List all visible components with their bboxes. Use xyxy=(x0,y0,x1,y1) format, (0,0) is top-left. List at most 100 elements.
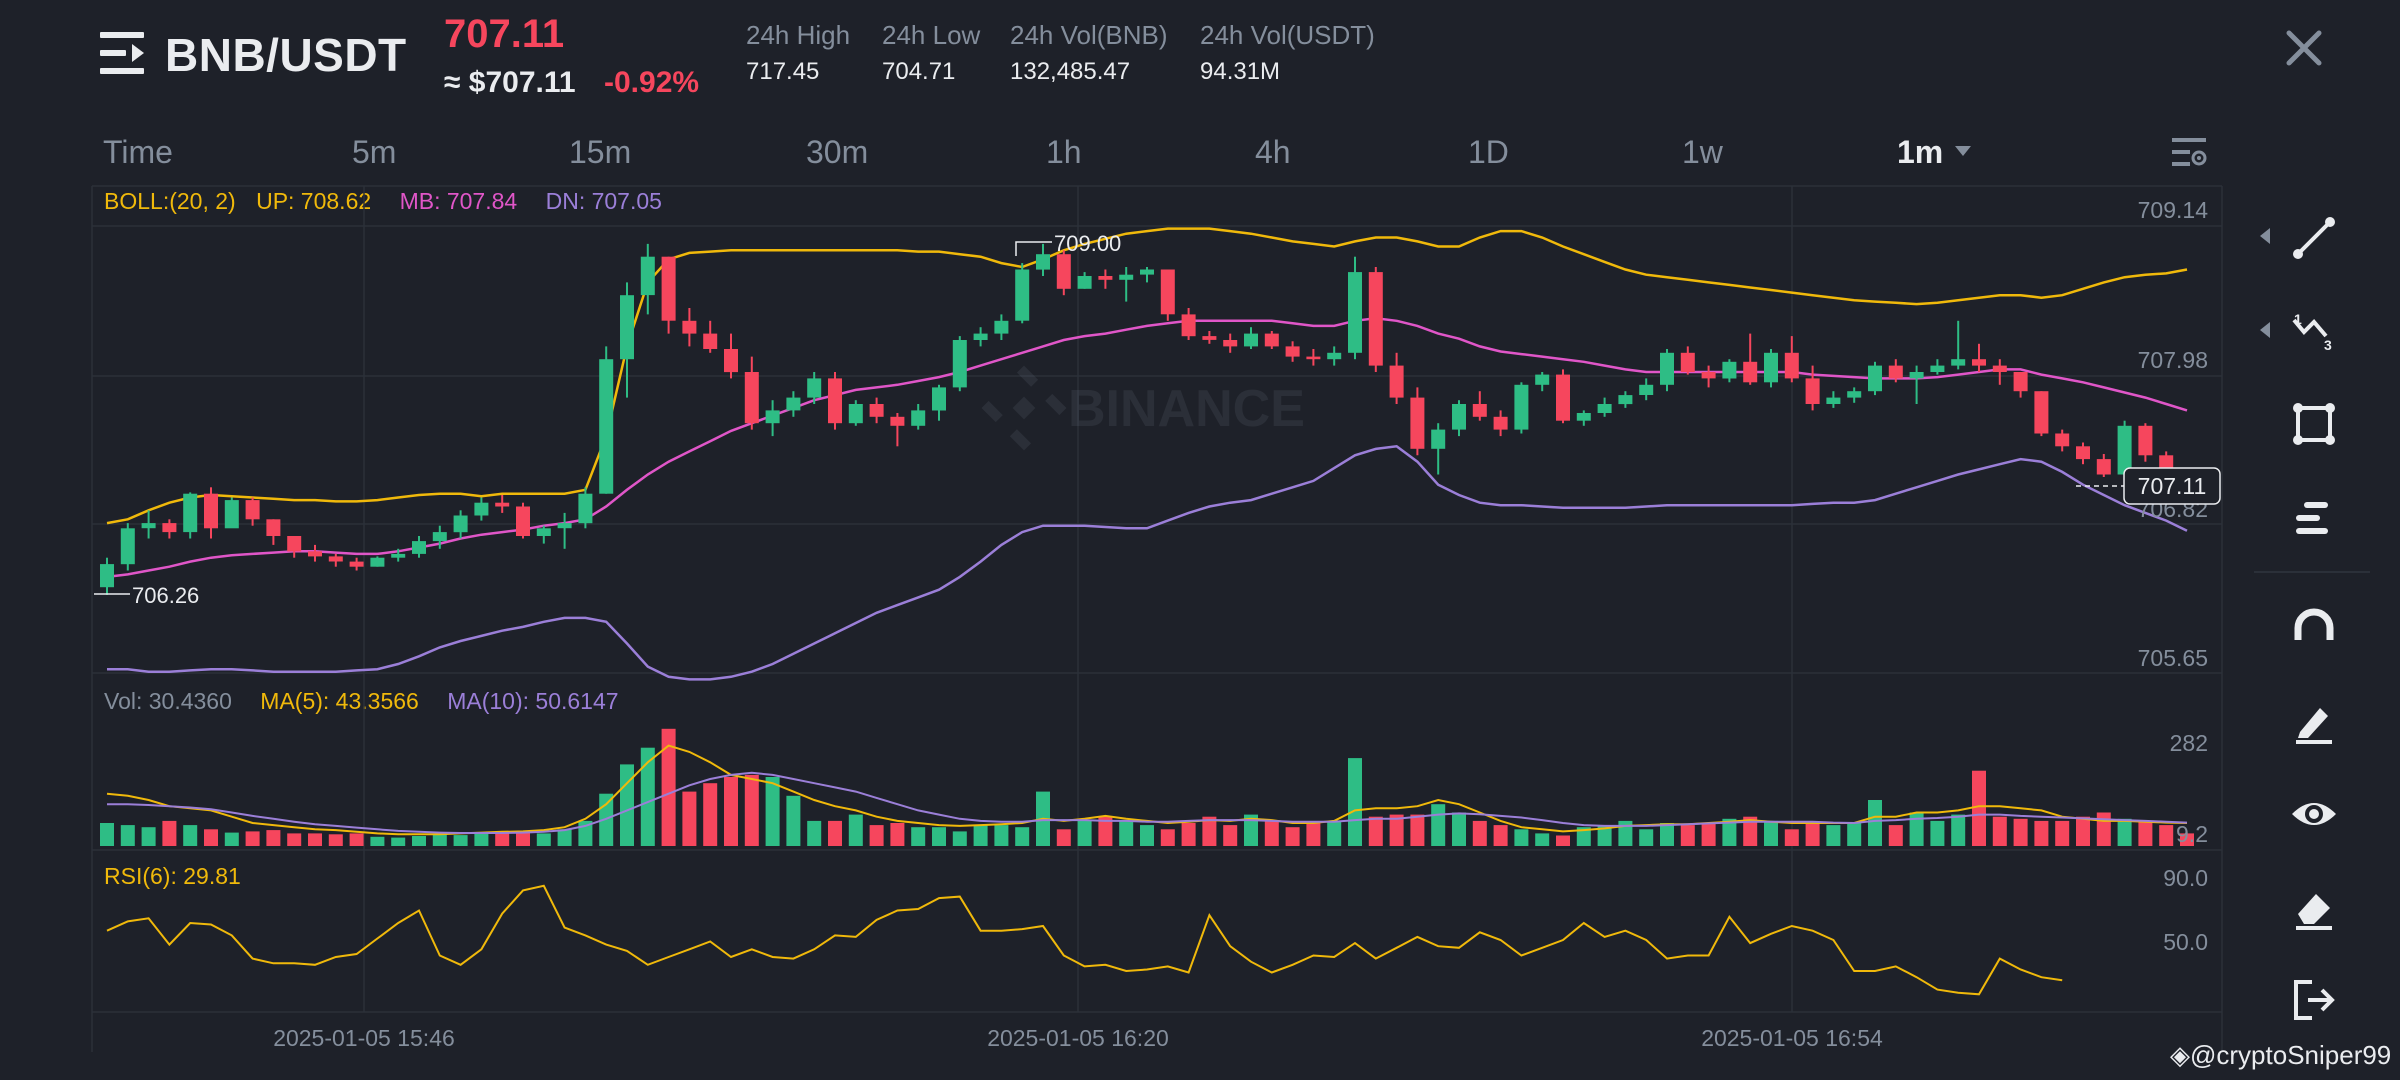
candle-body xyxy=(1618,395,1633,405)
volume-bar xyxy=(287,833,302,846)
time-axis-label: 2025-01-05 16:20 xyxy=(987,1025,1169,1051)
candle-body xyxy=(308,551,322,557)
volume-bar xyxy=(1431,804,1446,846)
volume-bar xyxy=(1056,829,1071,846)
current-price-text: 707.11 xyxy=(2138,473,2207,499)
stat-24h-vol-usdt-value: 94.31M xyxy=(1200,58,1281,85)
rectangle-icon[interactable] xyxy=(2290,400,2338,448)
tab-1d[interactable]: 1D xyxy=(1468,134,1509,170)
tab-4h[interactable]: 4h xyxy=(1255,134,1291,170)
volume-bar xyxy=(1743,816,1758,846)
volume-bar xyxy=(744,774,759,846)
volume-bar xyxy=(1660,823,1674,846)
candle-body xyxy=(1119,274,1134,280)
candle-body xyxy=(848,404,863,424)
eye-icon[interactable] xyxy=(2290,790,2338,838)
candle-body xyxy=(994,320,1009,334)
tab-30m[interactable]: 30m xyxy=(806,134,869,170)
candle-body xyxy=(620,295,634,360)
candle-body xyxy=(1972,359,1986,366)
volume-bar xyxy=(2034,820,2049,846)
volume-bar xyxy=(100,823,114,846)
volume-bar xyxy=(2138,820,2153,846)
candle-body xyxy=(1868,365,1882,392)
volume-bar xyxy=(2013,818,2028,846)
rsi-legend: RSI(6): 29.81 xyxy=(104,863,241,890)
brush-icon[interactable] xyxy=(2290,698,2338,746)
candle-body xyxy=(1660,352,1674,385)
boll-legend: BOLL:(20, 2) UP: 708.62 MB: 707.84 DN: 7… xyxy=(104,188,662,215)
time-axis-label: 2025-01-05 15:46 xyxy=(273,1025,455,1051)
volume-bar xyxy=(807,820,822,846)
candle-body xyxy=(557,523,572,529)
tab-15m[interactable]: 15m xyxy=(569,134,632,170)
candle-body xyxy=(1784,352,1799,379)
candle-body xyxy=(1639,384,1654,395)
stat-24h-low-value: 704.71 xyxy=(882,58,956,85)
volume-bar xyxy=(308,833,322,846)
tab-1h[interactable]: 1h xyxy=(1046,134,1082,170)
tab-5m[interactable]: 5m xyxy=(352,134,397,170)
boll-middle-line xyxy=(106,316,2188,579)
rsi-line-group xyxy=(106,884,2063,996)
pair-title[interactable]: BNB/USDT xyxy=(165,29,407,81)
candle-body xyxy=(162,523,177,533)
chart-settings-icon[interactable] xyxy=(2172,136,2208,170)
volume-bar xyxy=(2180,833,2194,846)
tab-1m[interactable]: 1m xyxy=(1897,134,1944,170)
eraser-icon[interactable] xyxy=(2290,884,2338,932)
volume-bar xyxy=(432,834,447,846)
close-icon[interactable] xyxy=(2284,28,2324,68)
svg-text:1: 1 xyxy=(2294,311,2302,327)
volume-bar xyxy=(2055,820,2070,846)
candle-body xyxy=(287,536,302,552)
volume-bar xyxy=(245,831,260,846)
volume-bar xyxy=(661,728,676,846)
candle-body xyxy=(1826,397,1841,404)
toolbar-divider xyxy=(2254,571,2370,573)
trend-line-icon[interactable] xyxy=(2290,214,2338,262)
stat-24h-vol-bnb-label: 24h Vol(BNB) xyxy=(1010,20,1168,50)
low-annotation-text: 706.26 xyxy=(132,583,199,608)
volume-bar xyxy=(183,825,198,846)
expand-left-icon[interactable] xyxy=(2260,228,2270,244)
exit-icon[interactable] xyxy=(2290,976,2338,1024)
volume-bar xyxy=(786,795,801,846)
volume-bar xyxy=(1077,820,1092,846)
magnet-icon[interactable] xyxy=(2290,604,2338,652)
candle-body xyxy=(1888,365,1903,379)
candle-body xyxy=(224,500,239,529)
candle-body xyxy=(495,502,510,507)
candle-body xyxy=(1680,352,1695,372)
volume-bar xyxy=(204,829,218,846)
candle-body xyxy=(1327,352,1342,360)
candle-body xyxy=(1576,413,1591,421)
tab-time[interactable]: Time xyxy=(103,134,173,170)
candle-body xyxy=(807,378,822,398)
candle-body xyxy=(1764,352,1778,383)
candle-body xyxy=(370,557,385,567)
candle-body xyxy=(245,500,260,520)
price-axis-label: 705.65 xyxy=(2138,645,2208,671)
candle-body xyxy=(1597,404,1612,413)
candle-body xyxy=(724,349,738,373)
volume-bar xyxy=(1348,758,1362,846)
volume-bar xyxy=(1535,833,1550,846)
volume-bar xyxy=(224,832,239,846)
volume-bar xyxy=(1098,816,1113,846)
candle-body xyxy=(391,553,406,558)
menu-icon[interactable] xyxy=(100,30,148,76)
stat-24h-high-value: 717.45 xyxy=(746,58,820,85)
expand-left-icon[interactable] xyxy=(2260,322,2270,338)
candle-body xyxy=(703,333,718,349)
chevron-down-icon[interactable] xyxy=(1955,146,1971,156)
volume-bar xyxy=(1930,820,1945,846)
indicator-bars-icon[interactable] xyxy=(2290,494,2338,542)
rsi-axis-label: 90.0 xyxy=(2163,865,2208,891)
volume-bar xyxy=(1202,816,1217,846)
tab-1w[interactable]: 1w xyxy=(1682,134,1723,170)
volume-bar xyxy=(1576,827,1591,846)
candle-body xyxy=(516,506,530,536)
